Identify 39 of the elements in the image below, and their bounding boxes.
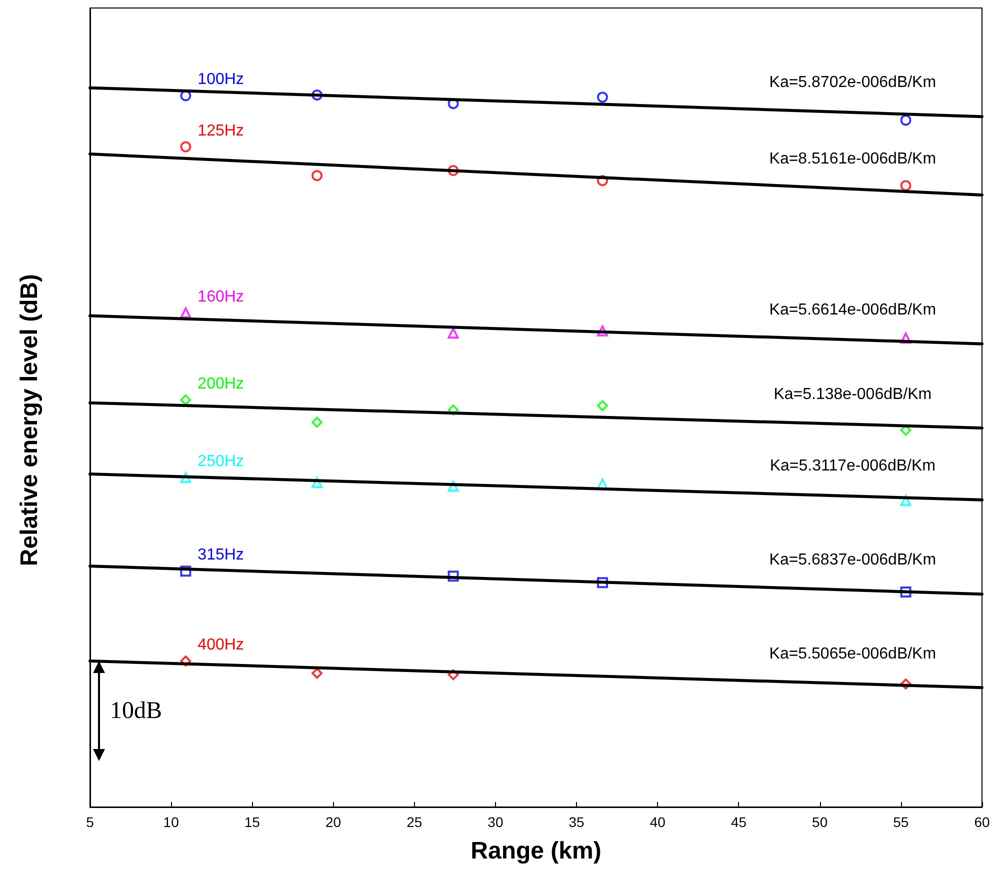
annotation: Ka=5.138e-006dB/Km [774,386,932,403]
x-tick-label: 20 [325,814,342,830]
annotation: Ka=5.8702e-006dB/Km [769,74,936,91]
series-label: 315Hz [198,546,244,564]
point [448,328,459,339]
x-tick-label: 40 [650,814,666,830]
x-tick-label: 15 [244,814,260,830]
point [180,141,192,152]
annotation: Ka=5.6837e-006dB/Km [769,552,936,569]
x-tick-label: 45 [730,814,747,830]
series-label: 125Hz [198,122,244,140]
x-tick-label: 10 [163,814,180,830]
y-axis-title: Relative energy level (dB) [16,274,43,566]
point [900,180,912,192]
annotation: Ka=8.5161e-006dB/Km [769,150,936,168]
annotation: Ka=5.6614e-006dB/Km [769,301,936,318]
series-label: 100Hz [198,71,244,88]
x-tick-label: 30 [488,814,504,830]
series-label: 250Hz [198,453,244,470]
x-tick-label: 25 [406,814,422,830]
annotation: Ka=5.3117e-006dB/Km [770,458,936,475]
x-tick-label: 60 [974,814,990,830]
series-label: 400Hz [198,636,244,654]
annotation: 10dB [110,698,162,724]
x-tick-label: 55 [893,814,909,830]
point [312,416,323,428]
point [900,114,912,126]
x-tick-label: 50 [812,814,828,830]
point [597,92,608,103]
x-axis-title: Range (km) [470,838,602,864]
series-label: 200Hz [198,375,244,392]
series-label: 160Hz [198,288,244,306]
point [180,394,192,406]
point [312,668,323,679]
x-tick-label: 35 [568,814,585,830]
annotation: Ka=5.5065e-006dB/Km [769,645,936,662]
point [596,400,608,412]
x-tick-label: 5 [86,814,94,830]
point [312,170,323,182]
